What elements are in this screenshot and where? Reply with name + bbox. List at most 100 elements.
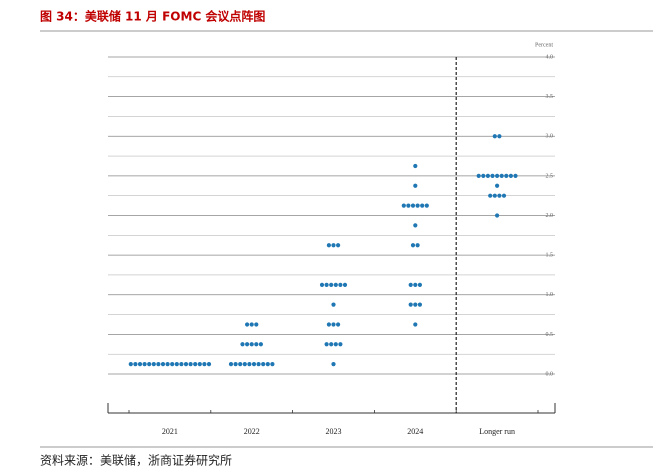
dot: [410, 243, 416, 248]
dot: [197, 361, 202, 367]
dot: [329, 342, 334, 347]
y-tick-label: 2.5: [546, 173, 554, 179]
dot: [331, 243, 336, 248]
dot: [338, 342, 343, 347]
dot: [133, 361, 138, 367]
dot: [485, 173, 490, 178]
dot: [329, 282, 334, 287]
dot: [156, 361, 161, 367]
dot: [331, 361, 336, 367]
dot: [147, 361, 152, 367]
dot: [413, 282, 418, 287]
y-tick-label: 1.0: [546, 292, 554, 298]
dot: [497, 134, 502, 139]
dot: [238, 361, 243, 367]
dot: [476, 173, 481, 178]
dot: [128, 361, 133, 367]
dot: [254, 322, 259, 327]
dot: [233, 361, 238, 367]
dot: [324, 282, 329, 287]
dot: [497, 193, 502, 198]
dot: [245, 322, 250, 327]
x-tick-label: 2022: [244, 427, 260, 436]
dot: [508, 173, 513, 178]
dot: [333, 342, 338, 347]
dot: [206, 361, 212, 367]
dot: [228, 361, 234, 367]
chart-title: 图 34：美联储 11 月 FOMC 会议点阵图: [40, 9, 265, 24]
dot: [336, 322, 341, 327]
dot: [174, 361, 179, 367]
dot: [165, 361, 170, 367]
dot: [413, 322, 418, 327]
dot: [247, 361, 252, 367]
dot: [188, 361, 193, 367]
dot: [495, 183, 500, 188]
source: 资料来源：美联储，浙商证券研究所: [40, 453, 232, 468]
dot: [504, 173, 509, 178]
dot: [202, 361, 207, 367]
dot: [490, 173, 495, 178]
dot: [417, 302, 422, 307]
dot: [492, 193, 497, 198]
y-tick-label: 3.0: [546, 134, 554, 140]
dot: [254, 342, 259, 347]
dot: [249, 342, 254, 347]
dot: [481, 173, 486, 178]
dot: [424, 203, 429, 208]
dot: [415, 243, 420, 248]
dot: [242, 361, 247, 367]
dot: [193, 361, 198, 367]
dot: [160, 361, 166, 367]
x-tick-label: Longer run: [479, 427, 515, 436]
dot: [342, 282, 348, 287]
dot: [245, 342, 250, 347]
dot: [261, 361, 266, 367]
dot: [249, 322, 254, 327]
y-tick-label: 4.0: [546, 54, 554, 60]
y-tick-label: 3.5: [546, 94, 554, 100]
dot: [413, 223, 418, 228]
dot: [333, 282, 338, 287]
dot: [413, 163, 418, 169]
y-tick-label: 1.5: [546, 253, 554, 259]
y-tick-label: 0.0: [546, 371, 554, 377]
dot: [488, 193, 493, 198]
x-tick-label: 2024: [407, 427, 423, 436]
dot: [265, 361, 270, 367]
dot: [401, 203, 406, 208]
dot: [170, 361, 175, 367]
dot: [413, 302, 418, 307]
dot: [499, 173, 504, 178]
dot: [495, 213, 500, 218]
dot: [336, 243, 341, 248]
y-tick-label: 2.0: [546, 213, 554, 219]
dot: [331, 302, 336, 307]
dot: [415, 203, 420, 208]
dot: [179, 361, 184, 367]
dot: [408, 282, 413, 287]
x-tick-label: 2023: [326, 427, 342, 436]
dot: [151, 361, 156, 367]
dot: [324, 342, 329, 347]
dot: [410, 203, 416, 208]
dot: [183, 361, 189, 367]
dot: [251, 361, 257, 367]
dot: [326, 243, 331, 248]
dot: [142, 361, 147, 367]
dot: [319, 282, 325, 287]
dot: [258, 342, 263, 347]
dot: [270, 361, 275, 367]
x-tick-label: 2021: [162, 427, 178, 436]
dot: [256, 361, 261, 367]
dot: [408, 302, 413, 307]
y-tick-label: 0.5: [546, 332, 554, 338]
dot: [406, 203, 411, 208]
dot: [417, 282, 422, 287]
y-axis-label: Percent: [535, 42, 553, 48]
dot: [326, 322, 331, 327]
dot: [331, 322, 336, 327]
dot: [240, 342, 245, 347]
